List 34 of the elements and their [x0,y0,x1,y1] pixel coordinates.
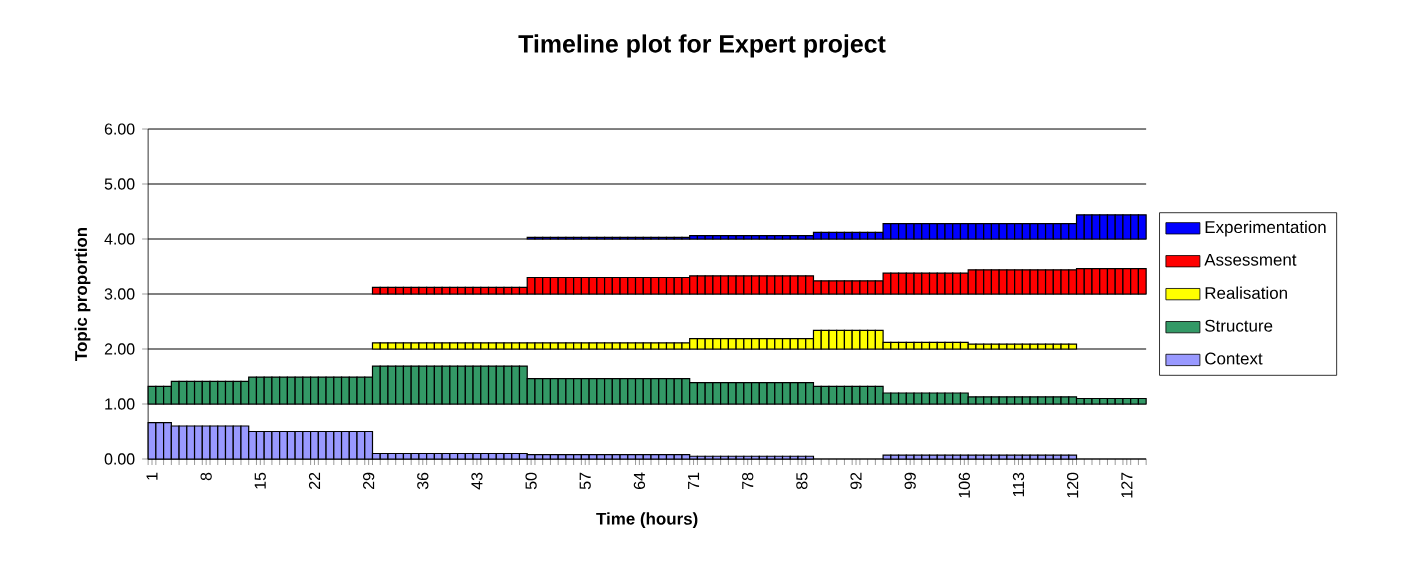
legend-label: Realisation [1205,286,1287,299]
x-tick-label: 71 [688,472,700,489]
y-tick-label: 4.00 [104,233,135,245]
y-tick-label: 0.00 [104,453,135,465]
legend-label: Context [1205,352,1263,365]
x-tick-label: 43 [471,472,483,490]
x-tick-label: 64 [633,472,646,489]
x-tick-label: 127 [1121,472,1133,498]
y-tick-label: 3.00 [104,288,135,300]
x-axis-title: Time (hours) [596,512,698,529]
x-tick-label: 22 [308,472,321,489]
y-tick-label: 1.00 [105,398,135,410]
chart-title: Timeline plot for Expert project [518,34,886,58]
x-tick-label: 92 [850,472,862,490]
x-tick-label: 29 [362,472,375,489]
x-tick-label: 1 [146,472,158,480]
x-tick-label: 106 [958,472,970,498]
y-axis-title: Topic proportion [74,227,91,361]
x-tick-label: 78 [742,472,754,489]
y-tick-label: 5.00 [104,178,135,190]
x-tick-label: 113 [1012,472,1025,497]
x-tick-label: 85 [796,472,808,490]
y-tick-label: 2.00 [104,343,135,355]
legend-label: Structure [1205,319,1273,332]
x-tick-label: 120 [1067,472,1079,498]
x-tick-label: 15 [254,472,266,489]
x-tick-label: 57 [579,472,591,490]
y-tick-label: 6.00 [104,123,135,135]
x-tick-label: 8 [200,472,212,481]
x-tick-label: 36 [417,472,429,490]
legend-label: Experimentation [1205,220,1326,237]
x-tick-label: 50 [525,472,537,490]
legend-label: Assessment [1204,253,1297,266]
x-tick-label: 99 [904,472,916,490]
